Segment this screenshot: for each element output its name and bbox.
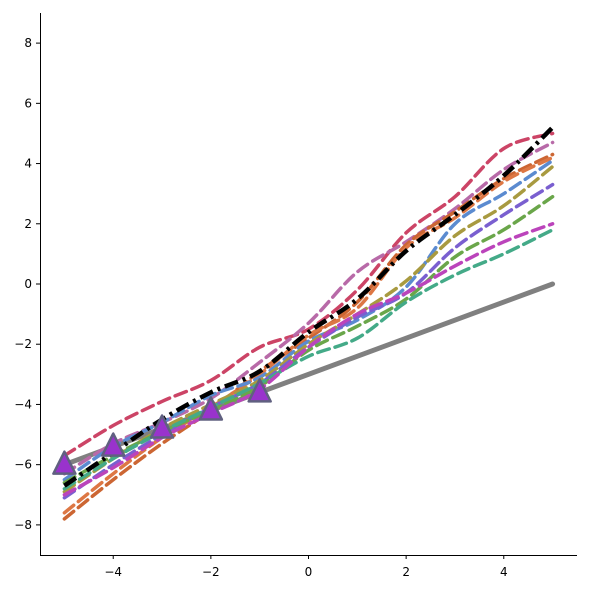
tick-layer: −4 −2 0 2 4 −8 −6 −4 −2 0 2 4 6 8 bbox=[14, 36, 507, 579]
series-line-1 bbox=[62, 131, 555, 458]
x-tick-label: 4 bbox=[500, 565, 508, 579]
y-tick-label: −8 bbox=[14, 518, 32, 532]
series-line-3 bbox=[62, 152, 555, 521]
triangle-marker bbox=[247, 378, 272, 403]
y-tick-label: 8 bbox=[24, 36, 32, 50]
y-tick-label: 2 bbox=[24, 217, 32, 231]
series-layer bbox=[61, 125, 556, 521]
series-line-2 bbox=[62, 140, 555, 476]
y-tick-label: −4 bbox=[14, 397, 32, 411]
marker-layer bbox=[52, 378, 272, 475]
x-tick-label: 0 bbox=[305, 565, 313, 579]
series-line-9 bbox=[62, 228, 555, 491]
triangle-marker bbox=[100, 432, 126, 457]
x-tick-label: −2 bbox=[202, 565, 220, 579]
y-tick-label: 6 bbox=[24, 96, 32, 110]
y-tick-label: −2 bbox=[14, 337, 32, 351]
x-tick-label: −4 bbox=[104, 565, 122, 579]
x-tick-label: 2 bbox=[402, 565, 410, 579]
triangle-marker bbox=[52, 450, 77, 475]
series-line-10 bbox=[62, 222, 555, 497]
y-tick-label: 0 bbox=[24, 277, 32, 291]
y-tick-label: −6 bbox=[14, 458, 32, 472]
triangle-marker bbox=[198, 396, 224, 421]
y-tick-label: 4 bbox=[24, 157, 32, 171]
reference-line bbox=[61, 281, 556, 468]
triangle-marker bbox=[149, 414, 175, 439]
mean-line bbox=[63, 125, 555, 488]
